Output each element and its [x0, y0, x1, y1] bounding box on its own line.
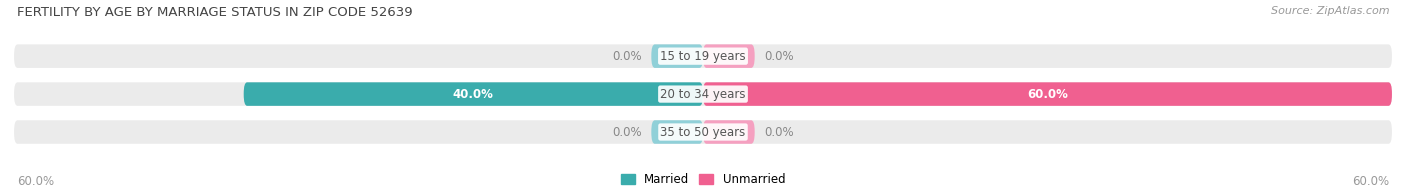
FancyBboxPatch shape	[243, 82, 703, 106]
Text: 20 to 34 years: 20 to 34 years	[661, 88, 745, 101]
Text: 0.0%: 0.0%	[613, 125, 643, 139]
FancyBboxPatch shape	[703, 82, 1392, 106]
Legend: Married, Unmarried: Married, Unmarried	[616, 168, 790, 191]
Text: 60.0%: 60.0%	[17, 175, 53, 188]
Text: 0.0%: 0.0%	[763, 125, 793, 139]
Text: 60.0%: 60.0%	[1353, 175, 1389, 188]
Text: 0.0%: 0.0%	[613, 50, 643, 63]
Text: 0.0%: 0.0%	[763, 50, 793, 63]
Text: FERTILITY BY AGE BY MARRIAGE STATUS IN ZIP CODE 52639: FERTILITY BY AGE BY MARRIAGE STATUS IN Z…	[17, 6, 412, 19]
FancyBboxPatch shape	[703, 44, 755, 68]
FancyBboxPatch shape	[703, 120, 755, 144]
FancyBboxPatch shape	[14, 82, 1392, 106]
Text: 40.0%: 40.0%	[453, 88, 494, 101]
FancyBboxPatch shape	[651, 120, 703, 144]
FancyBboxPatch shape	[14, 44, 1392, 68]
FancyBboxPatch shape	[651, 44, 703, 68]
Text: 35 to 50 years: 35 to 50 years	[661, 125, 745, 139]
Text: Source: ZipAtlas.com: Source: ZipAtlas.com	[1271, 6, 1389, 16]
Text: 15 to 19 years: 15 to 19 years	[661, 50, 745, 63]
FancyBboxPatch shape	[14, 120, 1392, 144]
Text: 60.0%: 60.0%	[1026, 88, 1069, 101]
